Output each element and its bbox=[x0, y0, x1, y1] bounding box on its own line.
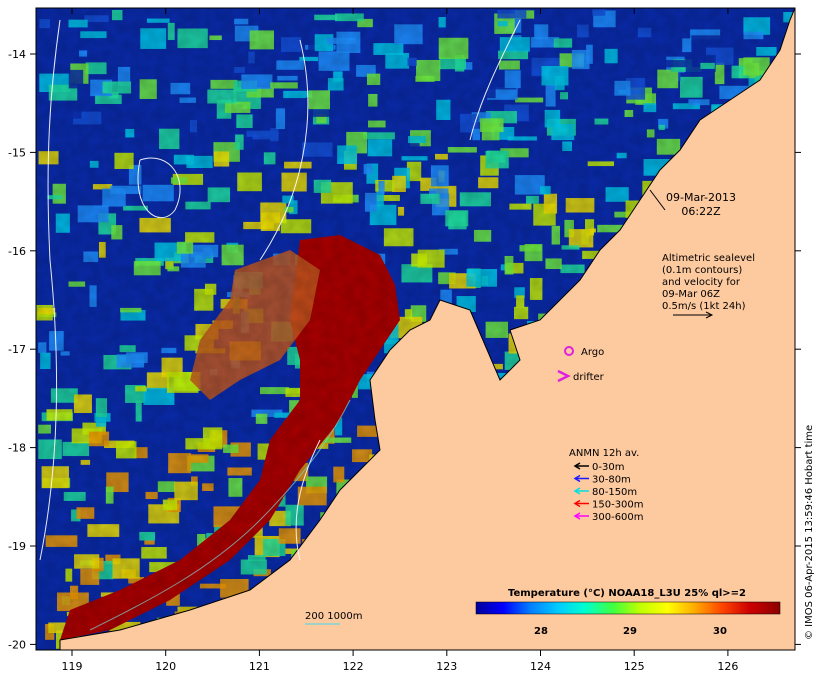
argo-icon bbox=[564, 346, 574, 356]
drifter-label: drifter bbox=[573, 372, 605, 383]
anmn-item-label: 80-150m bbox=[592, 487, 637, 498]
lon-tick-label: 125 bbox=[624, 660, 645, 673]
map-area bbox=[36, 8, 795, 650]
lon-tick-label: 121 bbox=[249, 660, 270, 673]
altimetry-line-3: and velocity for bbox=[662, 277, 741, 288]
anmn-item-label: 30-80m bbox=[592, 475, 631, 486]
bathymetry-legend: 200 1000m bbox=[305, 611, 362, 625]
drifter-icon bbox=[557, 369, 571, 383]
lon-tick-label: 126 bbox=[717, 660, 738, 673]
lat-tick-label: -17 bbox=[8, 343, 26, 356]
bathymetry-contours bbox=[89, 399, 351, 631]
credit-text: © IMOS 06-Apr-2015 13:59:46 Hobart time bbox=[804, 425, 815, 640]
colorbar-gradient bbox=[475, 601, 781, 615]
marker-legend: Argo drifter bbox=[557, 346, 605, 383]
lon-tick-label: 122 bbox=[343, 660, 364, 673]
anmn-arrowhead-icon bbox=[573, 499, 581, 508]
land-mass bbox=[59, 8, 795, 650]
altimetry-line-1: Altimetric sealevel bbox=[662, 253, 755, 264]
lat-tick-label: -18 bbox=[8, 442, 26, 455]
colorbar: Temperature (°C) NOAA18_L3U 25% ql>=2 28… bbox=[475, 588, 781, 637]
anmn-arrowhead-icon bbox=[573, 474, 581, 483]
lon-tick-label: 124 bbox=[530, 660, 551, 673]
anmn-item-label: 0-30m bbox=[592, 462, 624, 473]
lat-tick-label: -20 bbox=[8, 638, 26, 651]
anmn-title: ANMN 12h av. bbox=[569, 448, 639, 459]
velocity-arrowhead-icon bbox=[705, 311, 714, 319]
sealevel-contours bbox=[39, 19, 521, 561]
anmn-arrowhead-icon bbox=[573, 512, 581, 520]
anmn-item-label: 300-600m bbox=[592, 512, 644, 523]
lon-tick-label: 123 bbox=[436, 660, 457, 673]
altimetry-line-5: 0.5m/s (1kt 24h) bbox=[662, 301, 746, 312]
lat-tick-label: -15 bbox=[8, 146, 26, 159]
colorbar-tick-29: 29 bbox=[623, 626, 637, 637]
lat-tick-label: -19 bbox=[8, 540, 26, 553]
argo-label: Argo bbox=[581, 347, 604, 358]
lat-tick-label: -16 bbox=[8, 245, 26, 258]
date-line1: 09-Mar-2013 bbox=[666, 191, 736, 204]
lon-tick-label: 119 bbox=[62, 660, 83, 673]
anmn-item-label: 150-300m bbox=[592, 500, 644, 511]
colorbar-tick-28: 28 bbox=[534, 626, 548, 637]
lat-tick-label: -14 bbox=[8, 48, 26, 61]
date-pointer bbox=[649, 189, 666, 211]
altimetry-line-2: (0.1m contours) bbox=[662, 265, 742, 276]
colorbar-tick-30: 30 bbox=[713, 626, 727, 637]
anmn-arrowhead-icon bbox=[573, 487, 581, 495]
date-line2: 06:22Z bbox=[681, 205, 721, 218]
lon-tick-label: 120 bbox=[155, 660, 176, 673]
map-frame bbox=[35, 7, 796, 651]
altimetry-line-4: 09-Mar 06Z bbox=[662, 289, 720, 300]
altimetry-info: Altimetric sealevel (0.1m contours) and … bbox=[662, 253, 755, 319]
colorbar-title: Temperature (°C) NOAA18_L3U 25% ql>=2 bbox=[508, 588, 746, 599]
anmn-arrowhead-icon bbox=[573, 462, 581, 470]
latitude-axis: -14 -15 -16 -17 -18 -19 -20 bbox=[8, 48, 801, 651]
date-label: 09-Mar-2013 06:22Z bbox=[649, 189, 736, 218]
bathymetry-label: 200 1000m bbox=[305, 611, 362, 622]
longitude-axis: 119 120 121 122 123 124 125 126 bbox=[62, 8, 738, 673]
